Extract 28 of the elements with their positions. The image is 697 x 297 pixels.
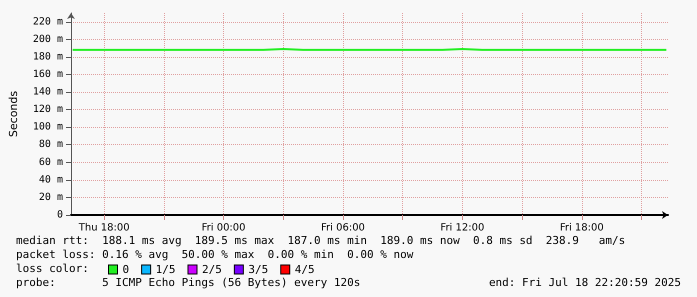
y-tick-label: 120 m	[32, 104, 63, 116]
x-tick-label: Fri 06:00	[321, 222, 365, 234]
y-tick-label: 200 m	[32, 34, 63, 45]
x-tick-label: Fri 18:00	[560, 222, 604, 234]
legend-label: 4/5	[294, 263, 315, 276]
y-tick-label: 20 m	[38, 192, 63, 203]
text: probe: 5 ICMP Echo Pings (56 Bytes) every 120s	[16, 276, 360, 290]
legend-label: 1/5	[156, 263, 176, 276]
text: packet loss: 0.16 % avg 50.00 % max 0.00 % min 0.00 % now	[16, 248, 414, 262]
x-tick-label: Fri 00:00	[202, 222, 246, 234]
y-tick-label: 80 m	[38, 139, 63, 150]
y-axis-title: Seconds	[7, 90, 20, 138]
x-tick-label: Thu 18:00	[78, 222, 130, 234]
y-tick-label: 160 m	[32, 68, 63, 80]
y-tick-label: 60 m	[38, 156, 63, 168]
y-tick-label: 180 m	[32, 51, 63, 62]
x-tick-label: Fri 12:00	[440, 222, 484, 234]
y-tick-label: 100 m	[32, 122, 63, 133]
legend-label: 3/5	[248, 263, 268, 276]
text: end: Fri Jul 18 22:20:59 2025	[488, 276, 681, 290]
legend-label: 0	[122, 263, 130, 276]
y-tick-label: 220 m	[32, 16, 63, 28]
legend-title: loss color:	[16, 262, 89, 276]
y-tick-label: 0	[56, 210, 63, 220]
legend-label: 2/5	[202, 263, 222, 276]
y-tick-label: 40 m	[38, 174, 63, 186]
text: median rtt: 188.1 ms avg 189.5 ms max 187.0 ms min 189.0 ms now 0.8 ms sd 238.9 am/s	[16, 234, 626, 248]
y-tick-label: 140 m	[32, 86, 63, 98]
